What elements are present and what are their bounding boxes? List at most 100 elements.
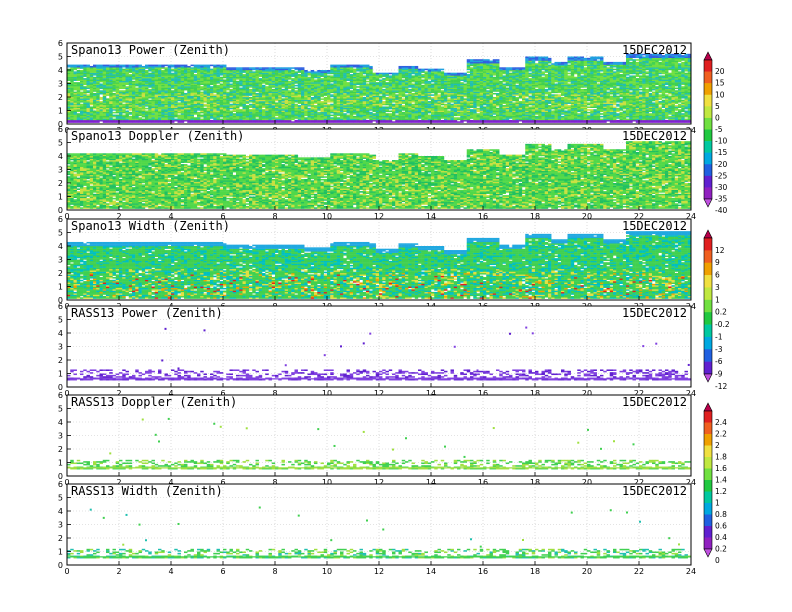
data-cell — [308, 90, 311, 92]
data-cell — [207, 117, 210, 119]
data-cell — [288, 94, 291, 96]
data-cell — [74, 102, 77, 104]
data-cell — [399, 84, 402, 86]
data-cell — [194, 105, 197, 107]
data-cell — [142, 119, 145, 121]
data-cell — [113, 120, 116, 122]
data-cell — [200, 121, 203, 123]
data-cell — [103, 112, 106, 114]
data-cell — [467, 105, 470, 107]
data-cell — [308, 117, 311, 119]
data-cell — [288, 90, 291, 92]
data-cell — [382, 86, 385, 88]
data-cell — [334, 113, 337, 115]
data-cell — [454, 77, 457, 79]
data-cell — [340, 117, 343, 119]
data-cell — [119, 111, 122, 113]
data-cell — [399, 104, 402, 106]
data-cell — [353, 84, 356, 86]
data-cell — [178, 78, 181, 80]
data-cell — [272, 90, 275, 92]
data-cell — [470, 59, 473, 61]
data-cell — [418, 74, 421, 76]
data-cell — [395, 73, 398, 75]
data-cell — [470, 67, 473, 69]
data-cell — [360, 77, 363, 79]
data-cell — [438, 112, 441, 114]
data-cell — [233, 93, 236, 95]
data-cell — [464, 120, 467, 122]
data-cell — [152, 74, 155, 76]
data-cell — [288, 101, 291, 103]
data-cell — [106, 121, 109, 123]
data-cell — [181, 108, 184, 110]
data-cell — [379, 81, 382, 83]
data-cell — [356, 82, 359, 84]
data-cell — [243, 108, 246, 110]
data-cell — [230, 116, 233, 118]
data-cell — [230, 78, 233, 80]
data-cell — [119, 97, 122, 99]
data-cell — [187, 97, 190, 99]
data-cell — [304, 73, 307, 75]
data-cell — [373, 79, 376, 81]
data-cell — [343, 65, 346, 67]
data-cell — [415, 67, 418, 69]
data-cell — [148, 75, 151, 77]
data-cell — [93, 85, 96, 87]
data-cell — [106, 115, 109, 117]
data-cell — [259, 97, 262, 99]
data-cell — [122, 85, 125, 87]
data-cell — [321, 117, 324, 119]
data-cell — [460, 112, 463, 114]
data-cell — [382, 78, 385, 80]
data-cell — [171, 102, 174, 104]
data-cell — [165, 75, 168, 77]
data-cell — [373, 85, 376, 87]
data-cell — [327, 101, 330, 103]
data-cell — [412, 67, 415, 69]
data-cell — [467, 65, 470, 67]
data-cell — [113, 101, 116, 103]
data-cell — [298, 89, 301, 91]
data-cell — [278, 89, 281, 91]
data-cell — [129, 116, 132, 118]
data-cell — [399, 121, 402, 123]
data-cell — [152, 78, 155, 80]
data-cell — [288, 108, 291, 110]
data-cell — [379, 104, 382, 106]
data-cell — [457, 98, 460, 100]
data-cell — [402, 101, 405, 103]
data-cell — [148, 69, 151, 71]
data-cell — [350, 88, 353, 90]
data-cell — [93, 100, 96, 102]
data-cell — [425, 109, 428, 111]
data-cell — [278, 106, 281, 108]
data-cell — [226, 101, 229, 103]
data-cell — [93, 104, 96, 106]
data-cell — [158, 98, 161, 100]
data-cell — [213, 84, 216, 86]
data-cell — [122, 84, 125, 86]
data-cell — [298, 111, 301, 113]
data-cell — [103, 116, 106, 118]
data-cell — [275, 75, 278, 77]
data-cell — [451, 81, 454, 83]
data-cell — [265, 89, 268, 91]
data-cell — [304, 94, 307, 96]
data-cell — [103, 121, 106, 123]
data-cell — [295, 90, 298, 92]
data-cell — [129, 84, 132, 86]
data-cell — [116, 73, 119, 75]
data-cell — [155, 65, 158, 67]
data-cell — [363, 66, 366, 68]
data-cell — [324, 97, 327, 99]
data-cell — [324, 81, 327, 83]
data-cell — [168, 108, 171, 110]
data-cell — [278, 105, 281, 107]
data-cell — [119, 69, 122, 71]
data-cell — [399, 90, 402, 92]
data-cell — [288, 98, 291, 100]
data-cell — [236, 97, 239, 99]
data-cell — [174, 119, 177, 121]
